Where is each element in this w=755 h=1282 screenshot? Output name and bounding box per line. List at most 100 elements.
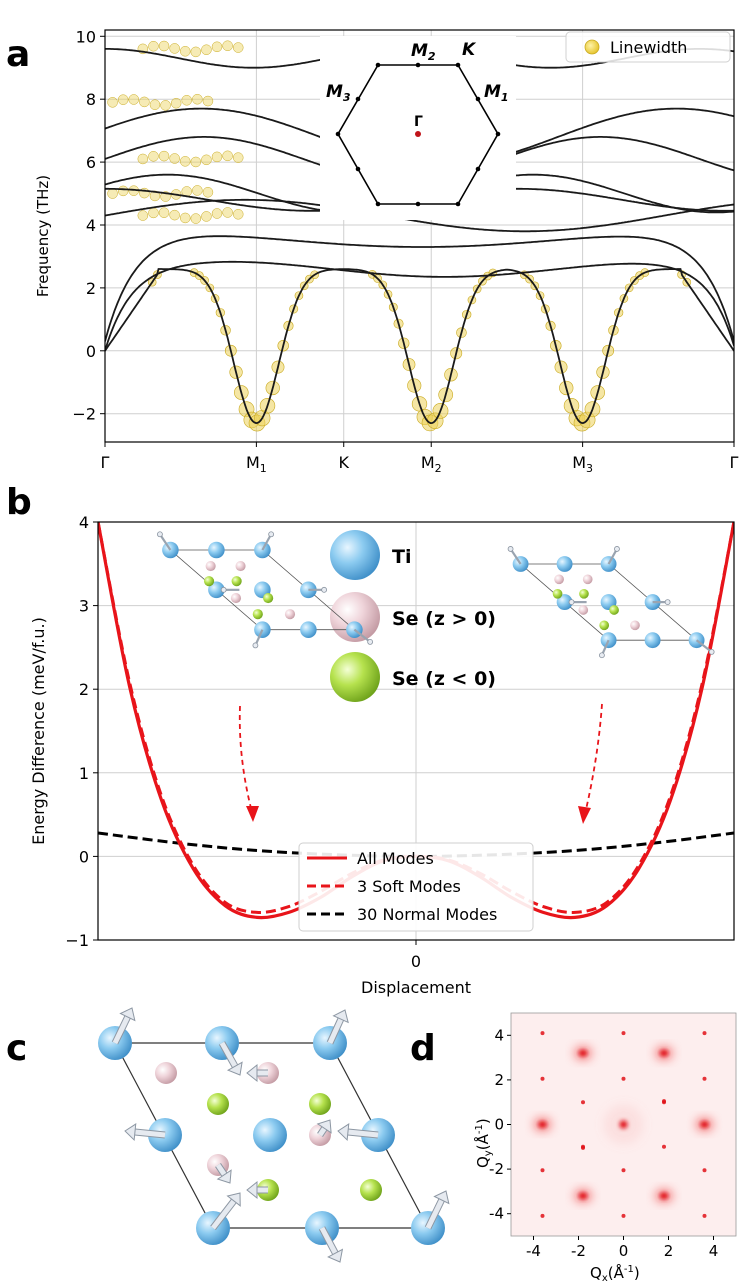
linewidth-marker — [190, 46, 202, 58]
panel-a-x-tick-label: Γ — [101, 453, 110, 472]
displacement-arrow — [261, 533, 273, 551]
displacement-arrow-head — [337, 1123, 350, 1142]
linewidth-marker — [211, 41, 223, 53]
displacement-arrow — [695, 639, 713, 653]
superlattice-spot — [702, 1031, 707, 1036]
se-atom-lower — [252, 609, 263, 620]
superlattice-spot — [540, 1031, 545, 1036]
panel-d-x-tick-label: 2 — [664, 1242, 674, 1260]
panel-a-ticks: −2 0 2 4 6 8 10 Γ M1 K M2 M3 Γ — [72, 27, 738, 475]
ti-atom — [556, 556, 573, 572]
bragg-spot — [578, 1049, 588, 1057]
panel-a-y-tick-label: −2 — [72, 405, 96, 424]
pointer-arrow-right — [583, 703, 603, 819]
brillouin-zone-inset: M2 K M3 M1 Γ — [320, 36, 516, 220]
displacement-arrow-head — [124, 1123, 137, 1142]
se-atom-lower — [579, 588, 589, 599]
distorted-structure-view — [98, 1007, 450, 1263]
panel-d-x-tick-label: -2 — [571, 1242, 586, 1260]
bragg-spot — [659, 1049, 669, 1057]
panel-a-y-axis-label: Frequency (THz) — [34, 175, 52, 297]
linewidth-marker — [202, 95, 214, 107]
bragg-spot — [700, 1121, 709, 1128]
panel-d-ticks: -4 -2 0 2 4 -4 -2 0 2 4 — [489, 1026, 718, 1260]
panel-b-y-tick-label: 2 — [79, 680, 89, 699]
linewidth-marker — [190, 156, 202, 168]
linewidth-marker — [137, 153, 149, 165]
se-atom-upper — [582, 574, 593, 585]
panel-letter-d: d — [410, 1028, 436, 1069]
ti-atom — [556, 594, 573, 611]
bragg-spot — [578, 1192, 588, 1200]
superlattice-spot — [581, 1145, 585, 1150]
panel-d-x-tick-label: -4 — [526, 1242, 541, 1260]
panel-d-x-tick-label: 4 — [709, 1242, 719, 1260]
panel-letter-a: a — [6, 34, 30, 75]
se-atom-upper — [630, 620, 640, 631]
displacement-arrow-head — [216, 1169, 232, 1184]
ti-atom — [208, 541, 225, 559]
bragg-spot-center — [619, 1120, 628, 1129]
linewidth-marker — [158, 40, 170, 52]
linewidth-marker — [158, 207, 170, 218]
linewidth-marker — [211, 208, 223, 219]
linewidth-marker — [222, 150, 233, 162]
series-line-2 — [98, 522, 734, 914]
panel-a-y-tick-label: 0 — [86, 342, 96, 361]
linewidth-marker — [201, 154, 212, 166]
linewidth-marker — [211, 151, 223, 163]
linewidth-marker — [202, 186, 214, 198]
superlattice-spot — [621, 1213, 626, 1218]
panel-d-y-tick-label: 4 — [494, 1026, 504, 1044]
linewidth-marker — [139, 96, 150, 108]
se-atom-upper — [155, 1062, 177, 1084]
se-atom-upper — [205, 560, 216, 572]
atom-legend-se-neg-sphere — [330, 652, 380, 702]
se-atom-lower — [309, 1093, 331, 1115]
linewidth-marker — [107, 97, 118, 108]
ti-atom — [253, 1118, 287, 1152]
panel-b-y-tick-label: 0 — [79, 847, 89, 866]
diffraction-spots — [533, 1031, 714, 1218]
panel-d-x-axis-label: Qx(Å-1) — [590, 1263, 640, 1282]
se-atom-upper — [230, 593, 242, 604]
panel-a-y-tick-label: 4 — [86, 216, 96, 235]
panel-d-y-tick-label: 0 — [494, 1116, 504, 1134]
displacement-arrow — [353, 628, 371, 643]
bz-label-k: K — [462, 40, 477, 60]
linewidth-marker — [179, 46, 191, 57]
ti-atom — [300, 621, 317, 638]
displacement-arrow-head — [246, 1180, 258, 1200]
linewidth-marker — [117, 94, 129, 105]
structure-inset-right — [507, 546, 715, 659]
phonon-band-3 — [105, 235, 734, 342]
displacement-arrow-head — [332, 1009, 349, 1024]
panel-d-x-tick-label: 0 — [619, 1242, 629, 1260]
linewidth-marker — [222, 40, 233, 52]
panel-a-x-tick-label: K — [338, 453, 349, 472]
atom-legend-ti-sphere — [330, 530, 380, 580]
superlattice-spot — [540, 1168, 545, 1173]
energy-curve-chart: −1 0 1 2 3 4 0 Energy Difference (meV/f.u.) Di… — [29, 513, 735, 997]
se-atom-lower — [231, 576, 242, 587]
panel-b-legend: All Modes 3 Soft Modes 30 Normal Modes — [298, 842, 534, 932]
legend-marker-linewidth — [584, 39, 600, 55]
panel-a-y-tick-label: 8 — [86, 90, 96, 109]
atom-legend-ti-label: Ti — [392, 546, 411, 568]
legend-entry-all-modes: All Modes — [357, 849, 434, 868]
bragg-spot — [659, 1192, 669, 1200]
phonon-band-1 — [105, 268, 734, 425]
linewidth-marker — [148, 151, 159, 162]
linewidth-marker — [169, 43, 180, 54]
se-atom-lower — [360, 1179, 382, 1201]
structure-inset-left — [157, 531, 374, 649]
linewidth-marker — [179, 212, 191, 224]
se-atom-lower — [599, 620, 610, 631]
se-atom-lower — [609, 605, 619, 615]
se-atom-lower — [207, 1093, 229, 1115]
panel-b-y-tick-label: 1 — [79, 764, 89, 783]
bz-label-gamma: Γ — [414, 114, 423, 130]
superlattice-spot — [540, 1076, 545, 1081]
se-atom-upper — [235, 560, 246, 572]
panel-a-x-tick-label: M2 — [421, 453, 442, 475]
